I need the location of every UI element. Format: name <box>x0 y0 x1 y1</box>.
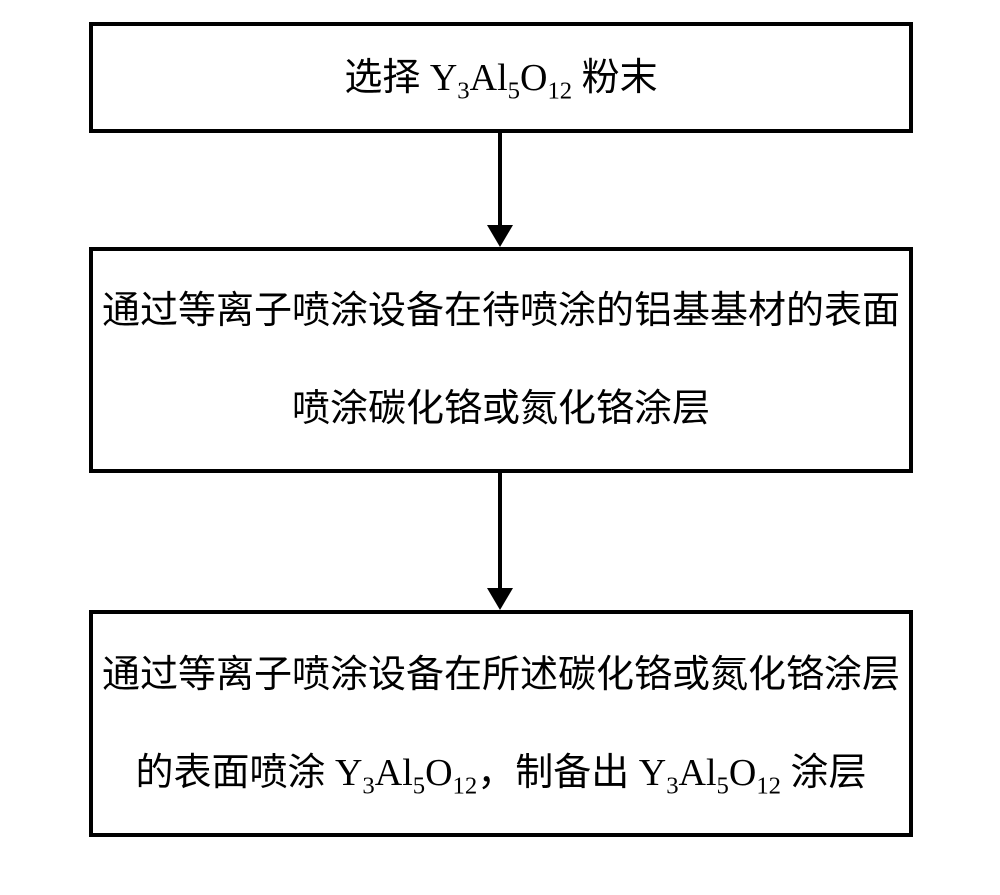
step-2-text-line2: 喷涂碳化铬或氮化铬涂层 <box>292 390 710 428</box>
flowchart-canvas: 选择 Y3Al5O12 粉末 通过等离子喷涂设备在待喷涂的铝基基材的表面 喷涂碳… <box>0 0 1000 895</box>
arrow-2-head-icon <box>487 588 513 610</box>
step-2-box: 通过等离子喷涂设备在待喷涂的铝基基材的表面 喷涂碳化铬或氮化铬涂层 <box>89 247 913 473</box>
arrow-1-head-icon <box>487 225 513 247</box>
arrow-2-shaft <box>498 473 502 588</box>
step-2-text-line1: 通过等离子喷涂设备在待喷涂的铝基基材的表面 <box>102 292 900 330</box>
step-3-text-line2: 的表面喷涂 Y3Al5O12，制备出 Y3Al5O12 涂层 <box>135 754 866 792</box>
arrow-1-shaft <box>498 133 502 225</box>
step-3-box: 通过等离子喷涂设备在所述碳化铬或氮化铬涂层 的表面喷涂 Y3Al5O12，制备出… <box>89 610 913 837</box>
step-1-box: 选择 Y3Al5O12 粉末 <box>89 22 913 133</box>
step-3-text-line1: 通过等离子喷涂设备在所述碳化铬或氮化铬涂层 <box>102 656 900 694</box>
step-1-text: 选择 Y3Al5O12 粉末 <box>344 59 657 97</box>
